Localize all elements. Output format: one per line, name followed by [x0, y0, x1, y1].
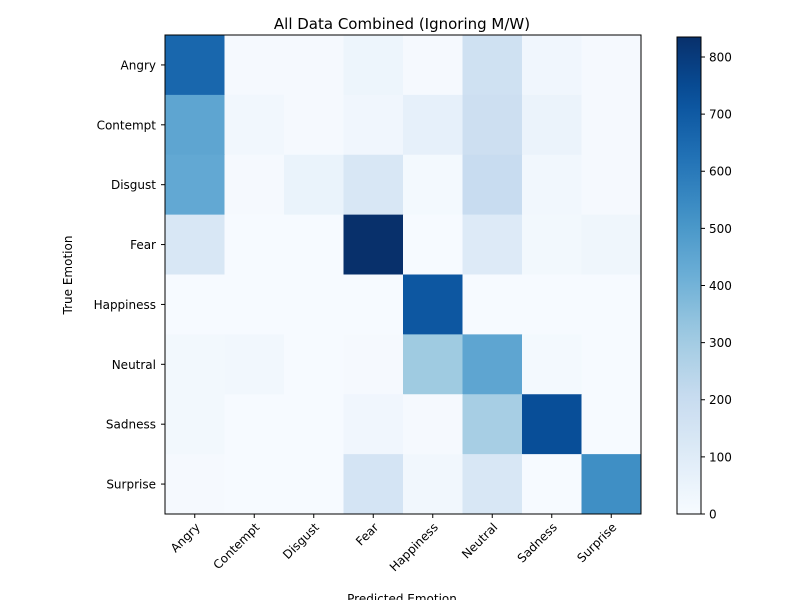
x-tick-label: Contempt [210, 520, 262, 572]
heatmap-cell-surprise-disgust [284, 454, 344, 515]
heatmap-cell-happiness-angry [165, 274, 225, 335]
x-axis-label: Predicted Emotion [347, 592, 457, 600]
heatmap-cell-angry-sadness [522, 35, 582, 96]
x-axis-ticks: Angry Contempt Disgust Fear Happiness Neutral… [168, 514, 619, 574]
heatmap-cell-angry-angry [165, 35, 225, 96]
heatmap-cell-disgust-angry [165, 154, 225, 216]
heatmap-cell-disgust-disgust [284, 154, 344, 216]
heatmap-cell-contempt-contempt [224, 94, 285, 156]
heatmap-cell-surprise-surprise [581, 454, 642, 515]
heatmap-cell-contempt-happiness [403, 94, 463, 156]
heatmap-cell-contempt-surprise [581, 94, 642, 156]
heatmap-cell-sadness-contempt [224, 394, 285, 455]
heatmap-cell-neutral-happiness [403, 334, 463, 395]
colorbar-tick-label: 0 [709, 508, 717, 522]
x-tick-label: Disgust [280, 520, 322, 562]
heatmap-cell-happiness-disgust [284, 274, 344, 335]
heatmap-cell-fear-surprise [581, 214, 642, 275]
heatmap-cell-disgust-sadness [522, 154, 582, 216]
chart-title: All Data Combined (Ignoring M/W) [274, 15, 530, 33]
heatmap-cell-sadness-happiness [403, 394, 463, 455]
heatmap-cell-fear-happiness [403, 214, 463, 275]
heatmap-cell-happiness-surprise [581, 274, 642, 335]
heatmap-cell-angry-disgust [284, 35, 344, 96]
y-tick-label: Contempt [97, 118, 157, 132]
heatmap-cell-contempt-sadness [522, 94, 582, 156]
heatmap-cell-angry-contempt [224, 35, 285, 96]
heatmap-cell-neutral-surprise [581, 334, 642, 395]
heatmap-cell-fear-fear [343, 214, 404, 275]
heatmap-cell-disgust-fear [343, 154, 404, 216]
heatmap-cell-fear-sadness [522, 214, 582, 275]
heatmap-cell-surprise-angry [165, 454, 225, 515]
heatmap-cell-contempt-angry [165, 94, 225, 156]
heatmap-cell-neutral-fear [343, 334, 404, 395]
heatmap-cell-fear-contempt [224, 214, 285, 275]
colorbar-tick-label: 200 [709, 393, 732, 407]
heatmap-cell-disgust-neutral [462, 154, 523, 216]
heatmap-cell-fear-angry [165, 214, 225, 275]
heatmap-cell-contempt-neutral [462, 94, 523, 156]
heatmap-cell-sadness-neutral [462, 394, 523, 455]
colorbar [676, 36, 702, 515]
heatmap-cell-neutral-neutral [462, 334, 523, 395]
heatmap-cell-happiness-happiness [403, 274, 463, 335]
heatmap-cell-angry-happiness [403, 35, 463, 96]
heatmap-cell-disgust-surprise [581, 154, 642, 216]
heatmap-cell-angry-surprise [581, 35, 642, 96]
colorbar-tick-label: 500 [709, 222, 732, 236]
heatmap-cell-sadness-sadness [522, 394, 582, 455]
x-tick-label: Surprise [574, 520, 619, 565]
heatmap-cell-neutral-angry [165, 334, 225, 395]
heatmap-cell-contempt-disgust [284, 94, 344, 156]
colorbar-ticks: 0 100 200 300 400 500 600 700 800 [701, 50, 732, 522]
y-tick-label: Surprise [106, 478, 156, 492]
x-tick-label: Sadness [515, 520, 560, 565]
heatmap-cell-surprise-fear [343, 454, 404, 515]
colorbar-tick-label: 100 [709, 450, 732, 464]
y-axis-label: True Emotion [61, 236, 75, 316]
colorbar-tick-label: 300 [709, 336, 732, 350]
heatmap-cell-happiness-contempt [224, 274, 285, 335]
colorbar-tick-label: 400 [709, 279, 732, 293]
y-tick-label: Disgust [111, 178, 156, 192]
heatmap-cell-surprise-sadness [522, 454, 582, 515]
x-tick-label: Happiness [387, 520, 441, 574]
heatmap-cell-angry-fear [343, 35, 404, 96]
heatmap-cell-fear-disgust [284, 214, 344, 275]
heatmap-cell-neutral-contempt [224, 334, 285, 395]
y-tick-label: Happiness [94, 298, 156, 312]
y-tick-label: Angry [121, 58, 156, 72]
x-tick-label: Neutral [459, 520, 500, 561]
heatmap-cell-sadness-fear [343, 394, 404, 455]
heatmap-cell-sadness-surprise [581, 394, 642, 455]
heatmap-cell-neutral-sadness [522, 334, 582, 395]
heatmap-cell-happiness-sadness [522, 274, 582, 335]
heatmap-cell-fear-neutral [462, 214, 523, 275]
heatmap-cell-contempt-fear [343, 94, 404, 156]
y-tick-label: Sadness [106, 418, 156, 432]
colorbar-tick-label: 800 [709, 50, 732, 64]
heatmap-cell-sadness-angry [165, 394, 225, 455]
heatmap-cell-sadness-disgust [284, 394, 344, 455]
x-tick-label: Fear [353, 520, 381, 548]
heatmap-cell-surprise-neutral [462, 454, 523, 515]
heatmap-cell-neutral-disgust [284, 334, 344, 395]
heatmap-cell-angry-neutral [462, 35, 523, 96]
plot-frame [164, 34, 642, 515]
y-axis-ticks: Angry Contempt Disgust Fear Happiness Neutral… [94, 58, 165, 492]
heatmap-cell-disgust-contempt [224, 154, 285, 216]
colorbar-tick-label: 700 [709, 108, 732, 122]
heatmap-cells [165, 35, 642, 515]
heatmap-cell-surprise-contempt [224, 454, 285, 515]
heatmap-cell-happiness-neutral [462, 274, 523, 335]
y-tick-label: Fear [130, 238, 156, 252]
colorbar-tick-label: 600 [709, 165, 732, 179]
heatmap-cell-surprise-happiness [403, 454, 463, 515]
x-tick-label: Angry [168, 520, 203, 555]
heatmap-cell-disgust-happiness [403, 154, 463, 216]
heatmap-cell-happiness-fear [343, 274, 404, 335]
y-tick-label: Neutral [112, 358, 156, 372]
